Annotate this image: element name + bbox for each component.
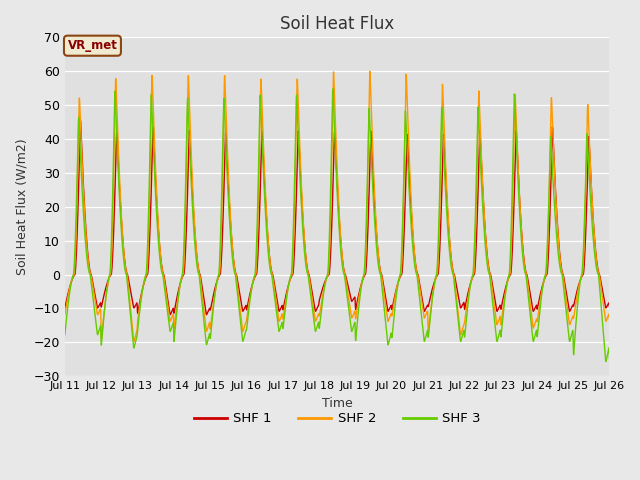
SHF 2	[130, 338, 138, 344]
SHF 2	[605, 317, 613, 323]
SHF 3	[602, 359, 610, 364]
SHF 1	[61, 305, 68, 311]
SHF 2	[61, 312, 68, 318]
SHF 1	[573, 288, 580, 294]
SHF 3	[573, 312, 580, 318]
SHF 3	[365, 114, 372, 120]
SHF 2	[573, 294, 580, 300]
SHF 2	[213, 280, 221, 286]
Text: VR_met: VR_met	[67, 39, 117, 52]
SHF 1	[496, 303, 504, 309]
SHF 3	[61, 332, 68, 338]
SHF 2	[365, 121, 372, 127]
SHF 3	[557, 271, 565, 276]
SHF 2	[558, 269, 566, 275]
SHF 3	[605, 355, 613, 361]
Line: SHF 1: SHF 1	[65, 120, 609, 315]
SHF 2	[353, 307, 361, 313]
Title: Soil Heat Flux: Soil Heat Flux	[280, 15, 394, 33]
SHF 1	[558, 267, 566, 273]
Y-axis label: Soil Heat Flux (W/m2): Soil Heat Flux (W/m2)	[15, 139, 28, 275]
SHF 3	[353, 324, 361, 329]
Line: SHF 2: SHF 2	[65, 71, 609, 341]
X-axis label: Time: Time	[322, 396, 353, 410]
SHF 2	[496, 315, 504, 321]
SHF 1	[353, 299, 361, 305]
SHF 1	[213, 278, 221, 284]
SHF 1	[365, 192, 373, 198]
Line: SHF 3: SHF 3	[65, 89, 609, 361]
SHF 1	[605, 304, 613, 310]
SHF 3	[329, 86, 337, 92]
SHF 1	[77, 118, 84, 123]
SHF 3	[213, 280, 221, 286]
SHF 3	[495, 330, 503, 336]
SHF 2	[366, 68, 374, 74]
Legend: SHF 1, SHF 2, SHF 3: SHF 1, SHF 2, SHF 3	[188, 407, 486, 431]
SHF 1	[166, 312, 174, 318]
